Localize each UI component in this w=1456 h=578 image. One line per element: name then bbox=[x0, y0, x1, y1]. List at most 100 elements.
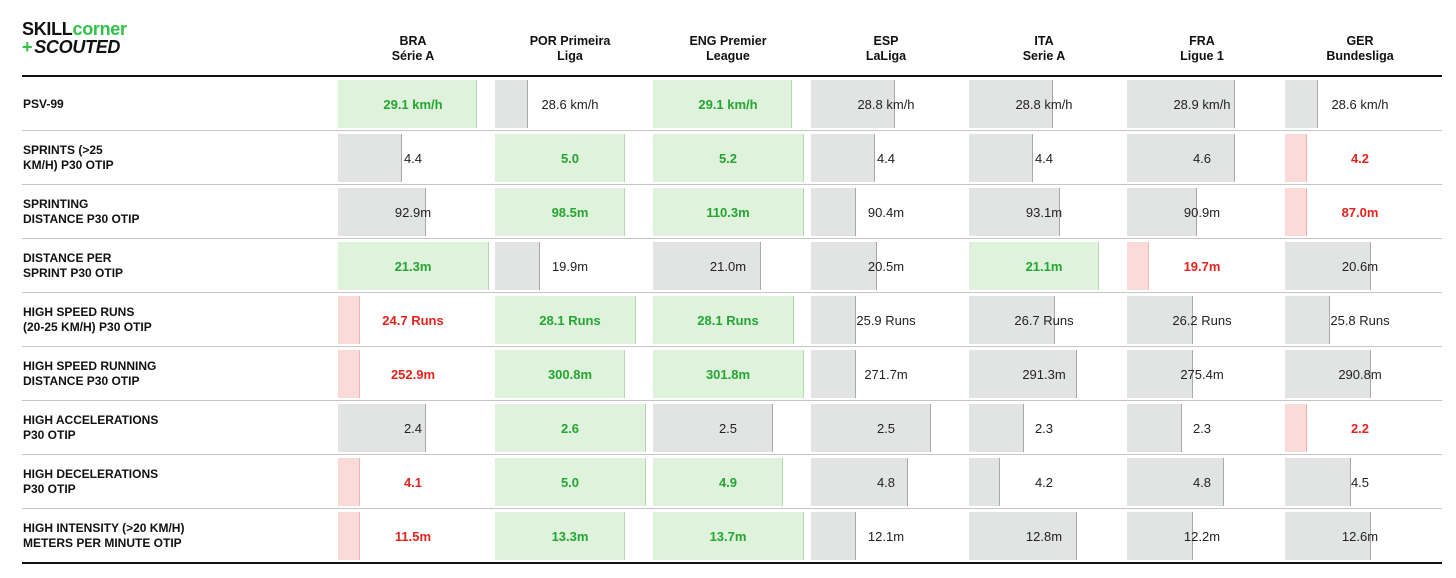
metric-label-line: SPRINT P30 OTIP bbox=[23, 266, 124, 280]
table-cell: 5.2 bbox=[653, 134, 804, 182]
skillcorner-scouted-logo: SKILLcorner + SCOUTED bbox=[22, 20, 152, 56]
table-cell: 13.3m bbox=[495, 512, 645, 560]
value-bar bbox=[1285, 458, 1351, 506]
value-bar bbox=[811, 512, 856, 560]
cell-value: 5.0 bbox=[560, 474, 580, 490]
cell-value: 28.6 km/h bbox=[541, 96, 599, 112]
value-bar bbox=[1285, 350, 1371, 398]
value-bar bbox=[1285, 80, 1318, 128]
value-bar bbox=[495, 80, 528, 128]
cell-value: 5.2 bbox=[718, 150, 738, 166]
column-header-line: Serie A bbox=[1022, 49, 1066, 63]
value-bar bbox=[338, 350, 360, 398]
metric-label: HIGH ACCELERATIONS P30 OTIP bbox=[23, 401, 323, 455]
value-bar bbox=[495, 296, 636, 344]
value-bar bbox=[1285, 512, 1371, 560]
metric-label-line: DISTANCE P30 OTIP bbox=[23, 212, 140, 226]
table-cell: 20.5m bbox=[811, 242, 961, 290]
table-cell: 12.1m bbox=[811, 512, 961, 560]
value-bar bbox=[338, 404, 426, 452]
value-bar bbox=[653, 134, 804, 182]
value-bar bbox=[1127, 134, 1235, 182]
column-header: BRA Série A bbox=[338, 34, 488, 64]
cell-value: 12.8m bbox=[1025, 528, 1063, 544]
column-header: FRA Ligue 1 bbox=[1127, 34, 1277, 64]
table-cell: 4.8 bbox=[811, 458, 961, 506]
value-bar bbox=[811, 350, 856, 398]
column-header-line: ENG Premier bbox=[689, 34, 767, 48]
metric-label-line: KM/H) P30 OTIP bbox=[23, 158, 114, 172]
metric-label-line: SPRINTING bbox=[23, 197, 89, 211]
cell-value: 4.9 bbox=[718, 474, 738, 490]
row-separator bbox=[22, 130, 1442, 131]
value-bar bbox=[495, 404, 646, 452]
cell-value: 4.5 bbox=[1350, 474, 1370, 490]
cell-value: 28.1 Runs bbox=[539, 312, 601, 328]
cell-value: 93.1m bbox=[1025, 204, 1063, 220]
metric-label-line: SPRINTS (>25 bbox=[23, 143, 103, 157]
table-cell: 4.4 bbox=[811, 134, 961, 182]
cell-value: 13.7m bbox=[709, 528, 747, 544]
cell-value: 4.8 bbox=[876, 474, 896, 490]
column-header-line: POR Primeira bbox=[529, 34, 611, 48]
header-rule bbox=[22, 75, 1442, 77]
table-cell: 110.3m bbox=[653, 188, 804, 236]
metric-label-line: HIGH SPEED RUNS bbox=[23, 305, 135, 319]
column-header: ENG Premier League bbox=[653, 34, 803, 64]
table-cell: 300.8m bbox=[495, 350, 645, 398]
metric-label-line: HIGH DECELERATIONS bbox=[23, 467, 159, 481]
table-cell: 21.3m bbox=[338, 242, 489, 290]
cell-value: 12.6m bbox=[1341, 528, 1379, 544]
cell-value: 26.2 Runs bbox=[1172, 312, 1232, 328]
table-cell: 4.4 bbox=[969, 134, 1119, 182]
value-bar bbox=[969, 404, 1024, 452]
table-cell: 87.0m bbox=[1285, 188, 1435, 236]
cell-value: 291.3m bbox=[1022, 366, 1066, 382]
table-cell: 26.7 Runs bbox=[969, 296, 1119, 344]
row-separator bbox=[22, 508, 1442, 509]
cell-value: 2.3 bbox=[1192, 420, 1212, 436]
cell-value: 28.1 Runs bbox=[697, 312, 759, 328]
metric-label-line: P30 OTIP bbox=[23, 428, 76, 442]
cell-value: 5.0 bbox=[560, 150, 580, 166]
metric-label-line: HIGH ACCELERATIONS bbox=[23, 413, 159, 427]
table-cell: 24.7 Runs bbox=[338, 296, 488, 344]
table-cell: 5.0 bbox=[495, 458, 646, 506]
column-header-line: LaLiga bbox=[865, 49, 907, 63]
value-bar bbox=[653, 350, 804, 398]
table-cell: 29.1 km/h bbox=[653, 80, 803, 128]
column-header-line: Ligue 1 bbox=[1180, 49, 1224, 63]
metric-label: SPRINTS (>25 KM/H) P30 OTIP bbox=[23, 131, 323, 185]
value-bar bbox=[338, 458, 360, 506]
metric-label-line: PSV-99 bbox=[23, 96, 64, 111]
metric-label-text: HIGH INTENSITY (>20 KM/H) METERS PER MINU… bbox=[23, 521, 184, 551]
table-cell: 12.8m bbox=[969, 512, 1119, 560]
cell-value: 29.1 km/h bbox=[698, 96, 758, 112]
row-separator bbox=[22, 454, 1442, 455]
table-cell: 28.1 Runs bbox=[495, 296, 645, 344]
table-cell: 28.6 km/h bbox=[1285, 80, 1435, 128]
footer-rule bbox=[22, 562, 1442, 564]
cell-value: 92.9m bbox=[394, 204, 432, 220]
cell-value: 12.1m bbox=[867, 528, 905, 544]
metric-label: HIGH SPEED RUNS (20-25 KM/H) P30 OTIP bbox=[23, 293, 323, 347]
column-header-line: BRA bbox=[399, 34, 427, 48]
value-bar bbox=[338, 188, 426, 236]
cell-value: 24.7 Runs bbox=[382, 312, 444, 328]
row-separator bbox=[22, 346, 1442, 347]
table-cell: 93.1m bbox=[969, 188, 1119, 236]
row-separator bbox=[22, 238, 1442, 239]
value-bar bbox=[969, 458, 1000, 506]
table-cell: 92.9m bbox=[338, 188, 488, 236]
table-cell: 2.5 bbox=[811, 404, 961, 452]
table-cell: 28.1 Runs bbox=[653, 296, 803, 344]
value-bar bbox=[1127, 404, 1182, 452]
cell-value: 90.4m bbox=[867, 204, 905, 220]
table-cell: 2.4 bbox=[338, 404, 488, 452]
table-cell: 2.6 bbox=[495, 404, 646, 452]
table-cell: 13.7m bbox=[653, 512, 804, 560]
row-separator bbox=[22, 184, 1442, 185]
table-cell: 4.4 bbox=[338, 134, 488, 182]
metric-label-text: HIGH SPEED RUNS (20-25 KM/H) P30 OTIP bbox=[23, 305, 152, 335]
table-cell: 28.8 km/h bbox=[969, 80, 1119, 128]
